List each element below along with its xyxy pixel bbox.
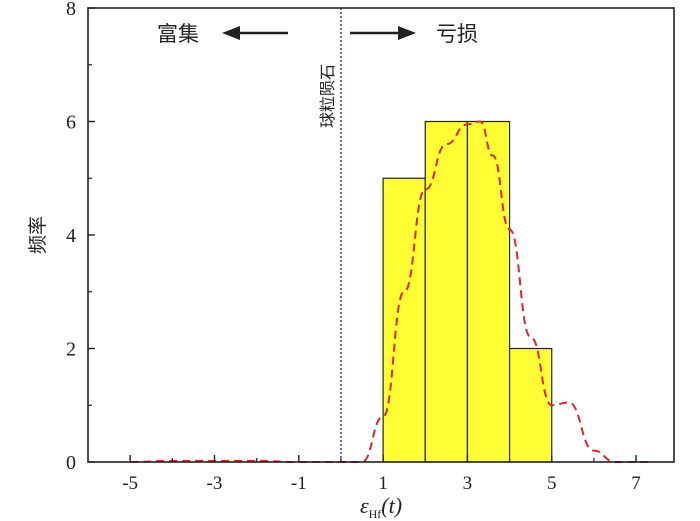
left-arrow <box>222 26 288 40</box>
depleted-annotation: 亏损 <box>436 22 478 46</box>
axis-ticks: -5 -3 -1 1 3 5 7 0 2 4 6 8 <box>66 0 641 494</box>
x-tick-label: -3 <box>207 473 223 494</box>
y-tick-label: 6 <box>66 112 76 134</box>
y-tick-label: 8 <box>66 0 76 20</box>
right-arrow <box>350 26 416 40</box>
enriched-annotation: 富集 <box>157 22 199 46</box>
y-tick-label: 2 <box>66 339 76 361</box>
plot-frame <box>87 7 675 463</box>
x-tick-label: 3 <box>463 473 473 494</box>
x-tick-label: 1 <box>378 473 388 494</box>
histogram-bar-3 <box>466 120 511 463</box>
x-axis-label: εHf(t) <box>360 493 402 521</box>
x-tick-label: 7 <box>631 473 641 494</box>
x-axis-label-base: ε <box>360 493 369 518</box>
x-axis-label-sub: Hf <box>369 507 382 521</box>
histogram-bar-4 <box>508 347 553 463</box>
x-tick-label: -1 <box>291 473 307 494</box>
histogram-bar-2 <box>424 120 469 463</box>
x-tick-label: -5 <box>122 473 138 494</box>
y-tick-label: 4 <box>66 225 76 247</box>
bars-layer <box>382 120 553 463</box>
x-axis-label-suffix: (t) <box>381 493 402 518</box>
y-tick-label: 0 <box>66 452 76 474</box>
chondrite-reference-label: 球粒陨石 <box>318 64 337 128</box>
y-axis-label: 频率 <box>27 216 49 254</box>
x-tick-label: 5 <box>547 473 557 494</box>
histogram-bar-1 <box>382 177 426 463</box>
